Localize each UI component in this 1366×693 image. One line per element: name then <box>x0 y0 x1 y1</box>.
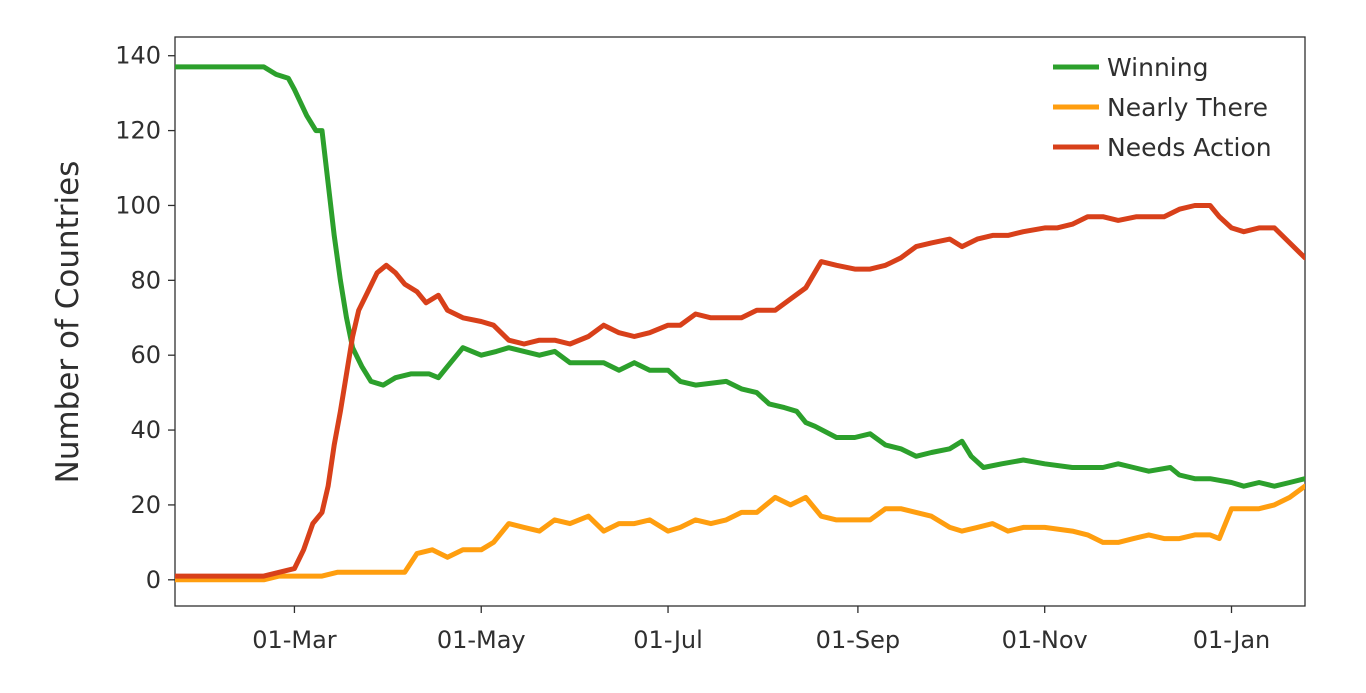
plot-frame <box>174 36 1306 607</box>
legend-label-winning: Winning <box>1107 53 1208 82</box>
y-tick-label: 80 <box>130 266 161 294</box>
y-tick-label: 100 <box>115 191 161 219</box>
x-tick-label: 01-Sep <box>816 626 900 654</box>
series-line-winning <box>175 64 1305 489</box>
x-tick-label: 01-Jan <box>1193 626 1271 654</box>
y-tick-label: 140 <box>115 42 161 70</box>
series-line-nearly-there <box>175 483 1305 583</box>
legend: Winning Nearly There Needs Action <box>1053 53 1272 162</box>
x-tick-label: 01-Mar <box>252 626 337 654</box>
x-tick-label: 01-Nov <box>1002 626 1088 654</box>
y-tick-label: 120 <box>115 117 161 145</box>
y-tick-label: 20 <box>130 491 161 519</box>
y-tick-label: 0 <box>146 566 161 594</box>
y-axis-title: Number of Countries <box>50 161 86 484</box>
y-tick-label: 40 <box>130 416 161 444</box>
y-tick-label: 60 <box>130 341 161 369</box>
x-tick-label: 01-Jul <box>633 626 703 654</box>
legend-label-needs-action: Needs Action <box>1107 133 1272 162</box>
legend-label-nearly-there: Nearly There <box>1107 93 1268 122</box>
series-line-needs-action <box>175 203 1305 579</box>
plot-area: 0 20 40 60 80 100 120 140 01-Mar 01-May 01-Jul 01-S… <box>115 36 1306 654</box>
x-tick-label: 01-May <box>437 626 526 654</box>
